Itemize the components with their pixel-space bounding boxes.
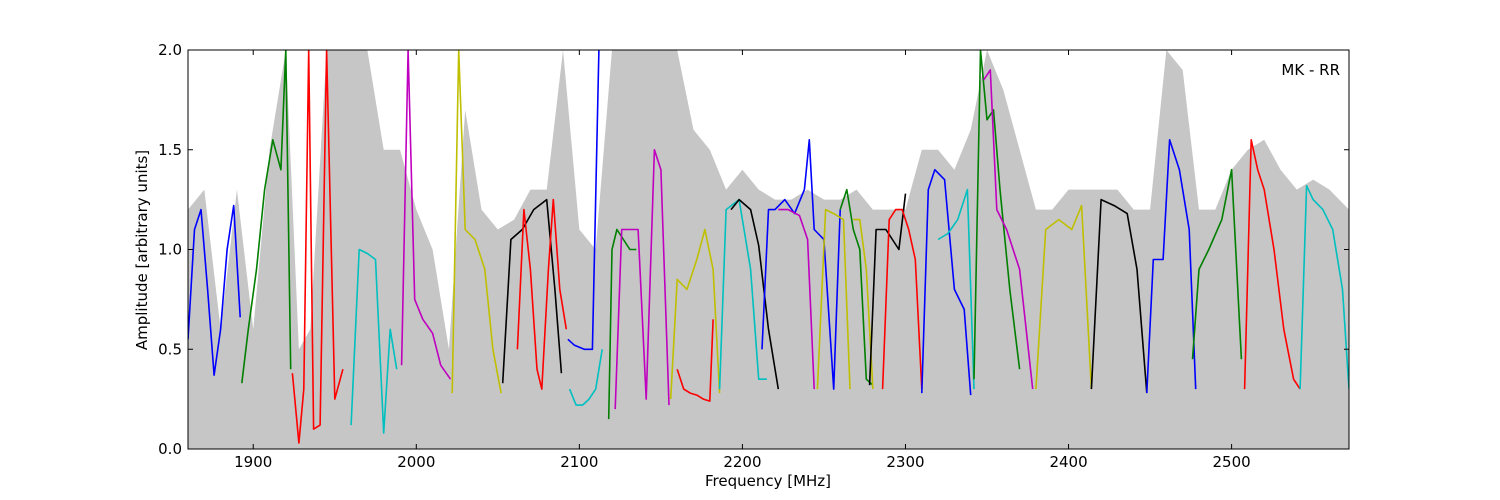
series-line-20 (816, 208, 851, 390)
y-tick-label: 0.0 (158, 440, 182, 458)
series-line-34 (1299, 184, 1349, 390)
x-tick-label: 1900 (234, 453, 272, 471)
y-tick-label: 0.5 (158, 340, 182, 358)
series-line-21 (839, 188, 874, 386)
series-line-1 (188, 204, 241, 377)
series-line-26 (937, 188, 975, 390)
series-line-10 (568, 349, 603, 406)
series-line-9 (567, 50, 600, 351)
series-line-33 (1243, 139, 1301, 390)
axes: 1900 2000 2100 2200 2300 2400 2500 0.0 0.5 1.0 1.5… (158, 41, 1350, 471)
series-line-30 (1090, 198, 1148, 394)
series-line-5 (400, 50, 452, 380)
x-tick-label: 2000 (397, 453, 435, 471)
series-line-29 (1035, 204, 1093, 390)
series-line-13 (669, 228, 721, 400)
y-tick-label: 1.0 (158, 241, 182, 259)
series-line-8 (516, 198, 568, 390)
series-line-4 (350, 248, 398, 434)
x-tick-label: 2200 (723, 453, 761, 471)
series-line-16 (730, 198, 780, 390)
series-line-14 (676, 319, 714, 402)
series-line-15 (718, 198, 767, 390)
series-line-28 (983, 69, 1034, 390)
x-tick-label: 2300 (886, 453, 924, 471)
series-line-32 (1191, 168, 1243, 360)
series-line-25 (921, 168, 972, 396)
y-axis-label: Amplitude [arbitrary units] (133, 150, 151, 350)
y-tick-label: 1.5 (158, 141, 182, 159)
plot-area (188, 50, 1349, 449)
series-line-18 (778, 208, 815, 390)
series-line-3 (291, 50, 344, 444)
series-line-22 (853, 218, 874, 390)
series-line-24 (881, 208, 923, 390)
x-tick-label: 2100 (560, 453, 598, 471)
x-tick-label: 2500 (1213, 453, 1251, 471)
series-line-2 (241, 50, 292, 384)
series-line-17 (761, 189, 806, 350)
series-line-27 (973, 50, 1021, 380)
series-line-7 (501, 198, 563, 384)
chart-annotation: MK - RR (1281, 61, 1340, 79)
envelope-band (188, 50, 1349, 449)
y-tick-label: 2.0 (158, 41, 182, 59)
x-axis-label: Frequency [MHz] (705, 472, 831, 490)
series-line-6 (451, 50, 502, 394)
series-line-31 (1146, 139, 1197, 394)
series-line-19 (803, 139, 841, 390)
x-tick-label: 2400 (1049, 453, 1087, 471)
series-line-12 (614, 149, 670, 410)
series-line-11 (607, 228, 637, 420)
